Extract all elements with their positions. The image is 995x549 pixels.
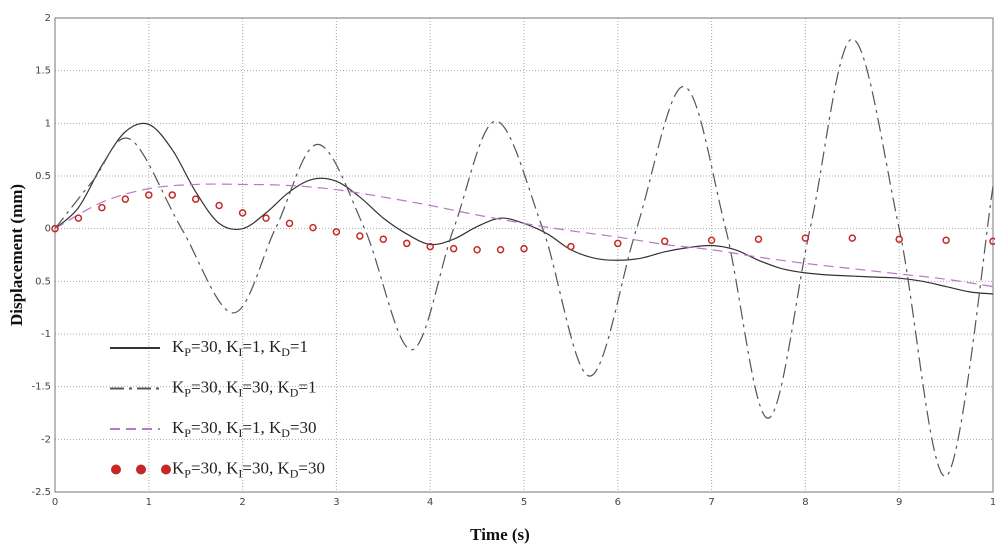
- y-tick-label: -2.5: [31, 487, 51, 498]
- data-point: [989, 237, 995, 246]
- data-point: [379, 235, 388, 243]
- legend-marker: [161, 464, 171, 475]
- legend-marker: [136, 464, 146, 475]
- data-point: [285, 219, 294, 228]
- legend-label: KP=30, KI=1, KD=1: [172, 337, 308, 359]
- data-point: [496, 245, 505, 254]
- y-tick-label: 0: [45, 224, 51, 235]
- data-point: [426, 242, 434, 251]
- x-tick-label: 0: [52, 497, 58, 508]
- data-point: [449, 244, 458, 253]
- data-point: [520, 244, 528, 253]
- x-tick-label: 6: [615, 497, 621, 508]
- data-point: [403, 239, 411, 248]
- y-tick-label: 0.5: [35, 276, 51, 287]
- y-axis-label: Displacement (mm): [7, 184, 26, 326]
- x-tick-label: 5: [521, 497, 527, 508]
- x-tick-label: 7: [708, 497, 714, 508]
- data-point: [332, 228, 341, 236]
- data-point: [356, 232, 364, 240]
- data-point: [121, 195, 130, 203]
- data-point: [74, 214, 83, 222]
- x-tick-label: 1: [146, 497, 152, 508]
- data-point: [215, 201, 223, 210]
- x-axis-label: Time (s): [470, 525, 530, 544]
- data-point: [707, 236, 716, 245]
- data-point: [145, 191, 153, 199]
- series-line: [54, 183, 994, 288]
- y-tick-label: 1.5: [35, 66, 51, 77]
- legend-label: KP=30, KI=30, KD=30: [172, 458, 325, 480]
- data-point: [191, 195, 200, 203]
- data-point: [848, 234, 857, 242]
- data-point: [168, 191, 176, 199]
- x-tick-label: 3: [333, 497, 339, 508]
- y-tick-label: 2: [45, 13, 51, 24]
- legend-label: KP=30, KI=30, KD=1: [172, 377, 316, 399]
- data-point: [895, 235, 903, 243]
- y-tick-label: -1: [41, 329, 51, 340]
- x-tick-label: 9: [896, 497, 902, 508]
- legend-label: KP=30, KI=1, KD=30: [172, 418, 316, 440]
- y-tick-label: 0.5: [35, 171, 51, 182]
- y-tick-label: 1: [45, 118, 51, 129]
- data-point: [309, 223, 317, 232]
- x-tick-label: 8: [802, 497, 808, 508]
- data-point: [801, 234, 810, 242]
- data-point: [98, 203, 106, 212]
- y-tick-label: -2: [41, 434, 51, 445]
- data-point: [473, 245, 481, 254]
- data-point: [51, 224, 59, 233]
- legend-marker: [111, 464, 121, 475]
- x-tick-label: 2: [239, 497, 245, 508]
- data-point: [262, 214, 270, 222]
- data-point: [660, 237, 669, 246]
- data-point: [942, 236, 950, 245]
- plot-frame: [54, 17, 994, 493]
- data-point: [567, 242, 575, 251]
- x-tick-label: 1: [990, 497, 995, 508]
- data-point: [614, 239, 622, 248]
- data-point: [754, 235, 763, 243]
- x-tick-label: 4: [427, 497, 433, 508]
- data-point: [238, 209, 247, 217]
- y-tick-label: -1.5: [31, 382, 51, 393]
